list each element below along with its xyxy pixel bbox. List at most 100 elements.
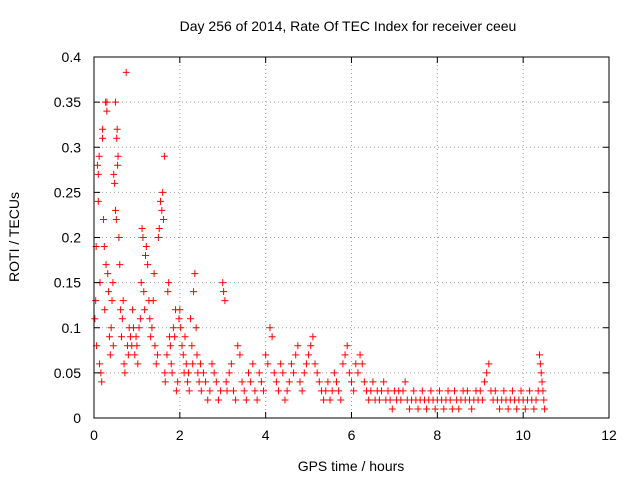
data-point (401, 378, 409, 386)
data-point (356, 351, 364, 359)
data-point (236, 351, 244, 359)
data-point (238, 378, 246, 386)
data-point (245, 369, 252, 377)
data-point (222, 378, 230, 386)
data-point (328, 387, 336, 395)
data-point (227, 360, 235, 368)
data-point (217, 387, 225, 395)
data-point (369, 378, 377, 386)
data-point (496, 405, 504, 413)
data-point (189, 360, 197, 368)
data-point (199, 369, 207, 377)
data-point (410, 387, 418, 395)
data-point (129, 306, 137, 314)
data-point (296, 378, 304, 386)
data-point (111, 206, 119, 214)
data-point (149, 297, 157, 305)
data-point (468, 405, 476, 413)
data-point (476, 387, 484, 395)
data-point (131, 351, 139, 359)
data-point (253, 396, 261, 404)
data-point (102, 261, 110, 269)
data-point (168, 369, 176, 377)
data-point (360, 378, 368, 386)
data-point (160, 152, 168, 160)
data-point (161, 378, 169, 386)
x-tick-label: 6 (348, 427, 356, 443)
data-point (91, 315, 99, 323)
data-point (124, 351, 132, 359)
data-point (281, 396, 289, 404)
x-tick-label: 2 (176, 427, 184, 443)
x-tick-label: 0 (90, 427, 98, 443)
data-point (179, 351, 187, 359)
data-point (177, 324, 185, 332)
data-point (285, 378, 293, 386)
data-point (206, 387, 214, 395)
data-point (388, 405, 396, 413)
data-point (272, 378, 280, 386)
data-point (108, 297, 116, 305)
data-point (541, 405, 549, 413)
data-point (98, 378, 106, 386)
data-point (305, 351, 313, 359)
data-point (539, 387, 547, 395)
data-point (345, 369, 353, 377)
data-point (105, 288, 113, 296)
data-point (140, 288, 148, 296)
data-point (154, 234, 162, 241)
x-tick-label: 12 (601, 427, 617, 443)
data-point (99, 134, 107, 142)
data-point (220, 288, 228, 296)
data-point (96, 360, 104, 368)
data-point (95, 152, 103, 160)
y-axis-label: ROTI / TECUs (6, 192, 22, 282)
data-point (358, 360, 366, 368)
data-point (257, 378, 265, 386)
data-point (142, 243, 150, 251)
data-point (337, 396, 345, 404)
data-point (463, 387, 471, 395)
data-point (134, 360, 142, 368)
data-point (158, 206, 166, 214)
data-point (367, 387, 375, 395)
data-point (517, 387, 525, 395)
data-point (444, 387, 452, 395)
data-point (491, 387, 499, 395)
data-point (114, 152, 122, 160)
data-point (154, 351, 162, 359)
data-point (122, 68, 130, 76)
data-point (116, 261, 124, 269)
data-point (118, 315, 126, 323)
data-point (350, 387, 358, 395)
data-point (141, 306, 149, 314)
data-point (440, 405, 448, 413)
data-point (152, 360, 160, 368)
data-point (109, 279, 117, 287)
x-tick-label: 8 (433, 427, 441, 443)
data-point (103, 98, 111, 106)
data-point (147, 333, 155, 341)
data-point (414, 405, 422, 413)
data-point (240, 387, 248, 395)
y-tick-label: 0.25 (54, 184, 81, 200)
data-point (247, 378, 255, 386)
data-point (151, 342, 159, 350)
data-point (142, 252, 149, 260)
data-point (322, 387, 330, 395)
data-point (380, 378, 388, 386)
data-point (181, 333, 189, 341)
data-point (92, 297, 100, 305)
data-point (163, 351, 171, 359)
data-point (332, 378, 340, 386)
data-point (190, 288, 198, 296)
data-point (378, 387, 386, 395)
chart-title: Day 256 of 2014, Rate Of TEC Index for r… (180, 18, 517, 34)
data-point (204, 396, 212, 404)
data-point (405, 405, 413, 413)
data-point (352, 360, 360, 368)
data-point (335, 387, 343, 395)
x-tick-label: 4 (262, 427, 270, 443)
data-point (315, 378, 323, 386)
